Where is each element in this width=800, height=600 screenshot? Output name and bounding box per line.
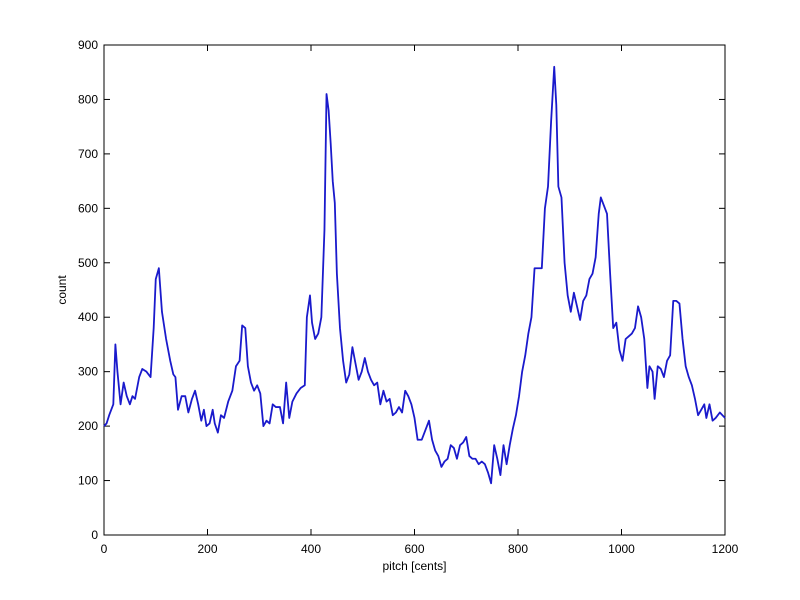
y-tick-label: 600 bbox=[78, 201, 98, 215]
y-tick-label: 100 bbox=[78, 474, 98, 488]
y-tick-label: 900 bbox=[78, 38, 98, 52]
y-axis-label: count bbox=[55, 275, 69, 305]
y-tick-label: 200 bbox=[78, 419, 98, 433]
y-tick-label: 800 bbox=[78, 92, 98, 106]
x-tick-label: 1200 bbox=[712, 542, 739, 556]
x-tick-label: 400 bbox=[301, 542, 321, 556]
x-tick-label: 600 bbox=[404, 542, 424, 556]
x-tick-label: 200 bbox=[197, 542, 217, 556]
y-tick-label: 400 bbox=[78, 310, 98, 324]
y-tick-label: 300 bbox=[78, 365, 98, 379]
y-tick-label: 700 bbox=[78, 147, 98, 161]
data-line bbox=[103, 65, 726, 485]
plot-area bbox=[103, 44, 726, 536]
x-axis-label: pitch [cents] bbox=[382, 559, 446, 573]
y-tick-label: 500 bbox=[78, 256, 98, 270]
x-tick-label: 800 bbox=[508, 542, 528, 556]
x-tick-label: 0 bbox=[101, 542, 108, 556]
x-tick-label: 1000 bbox=[608, 542, 635, 556]
y-tick-label: 0 bbox=[91, 528, 98, 542]
